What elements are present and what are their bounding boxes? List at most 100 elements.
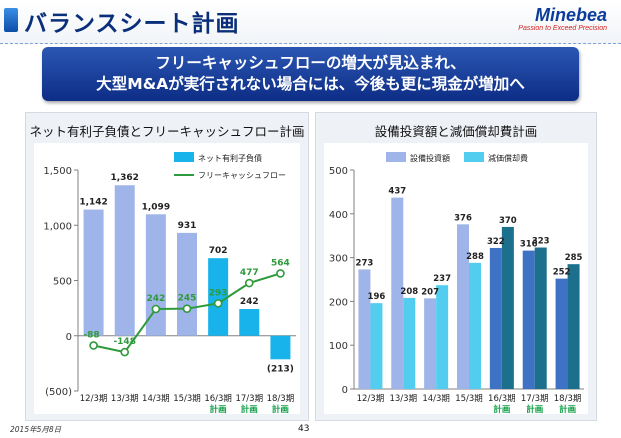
x-category-label: 13/3期 xyxy=(111,394,139,404)
x-plan-label: 計画 xyxy=(272,404,289,415)
capex-depr-panel: 設備投資額と減価償却費計画 0 100 200 300 400 500 273 196 12/3… xyxy=(315,112,597,421)
key-message-banner: フリーキャッシュフローの増大が見込まれ、 大型M&Aが実行されない場合には、今後… xyxy=(42,47,579,101)
page-number: 43 xyxy=(298,424,310,434)
capex-value-label: 322 xyxy=(487,237,505,247)
fcf-value-label: 293 xyxy=(209,288,228,298)
capex-value-label: 376 xyxy=(454,213,472,223)
depreciation-bar xyxy=(403,297,416,389)
capex-bar xyxy=(391,197,404,389)
debt-value-label: 1,099 xyxy=(142,202,170,212)
debt-value-label: 1,362 xyxy=(110,173,138,183)
x-category-label: 17/3期 xyxy=(235,394,263,404)
legend-fcf-label: フリーキャッシュフロー xyxy=(198,171,286,180)
debt-value-label: 931 xyxy=(178,221,197,231)
fcf-value-label: 242 xyxy=(146,294,165,304)
logo-tagline: Passion to Exceed Precision xyxy=(518,25,607,32)
depreciation-bar xyxy=(534,247,547,389)
legend-capex-label: 設備投資額 xyxy=(410,153,450,163)
fcf-value-label: 477 xyxy=(240,268,259,278)
legend-debt-label: ネット有利子負債 xyxy=(198,153,262,163)
capex-bar xyxy=(489,247,502,389)
fcf-value-label: -88 xyxy=(83,330,99,340)
fcf-point xyxy=(120,347,130,357)
y-tick-label: 0 xyxy=(66,332,72,343)
y-tick-label: 400 xyxy=(329,210,348,221)
depreciation-bar xyxy=(370,303,383,389)
banner-line-1: フリーキャッシュフローの増大が見込まれ、 xyxy=(155,54,466,72)
fcf-value-label: -148 xyxy=(113,337,136,347)
x-category-label: 12/3期 xyxy=(80,394,108,404)
x-category-label: 16/3期 xyxy=(488,394,516,404)
depreciation-value-label: 288 xyxy=(466,252,484,262)
presentation-date: 2015年5月8日 xyxy=(10,425,62,434)
fcf-point xyxy=(151,304,161,314)
fcf-value-label: 245 xyxy=(178,294,197,304)
y-tick-label: 0 xyxy=(342,385,348,396)
capex-depr-chart-title: 設備投資額と減価償却費計画 xyxy=(374,124,538,139)
capex-value-label: 252 xyxy=(553,268,571,278)
title-divider xyxy=(0,43,621,44)
x-category-label: 18/3期 xyxy=(267,394,295,404)
debt-bar xyxy=(177,232,197,336)
debt-fcf-chart: (500) 0 500 1,000 1,500 1,142 1,362 1,099 931 702… xyxy=(43,152,296,415)
fcf-point xyxy=(244,278,254,288)
x-category-label: 17/3期 xyxy=(521,394,549,404)
y-tick-label: 1,500 xyxy=(43,166,72,177)
debt-bar xyxy=(83,209,104,336)
page-title: バランスシート計画 xyxy=(24,11,240,37)
capex-value-label: 316 xyxy=(520,240,538,250)
fcf-point xyxy=(89,341,98,350)
x-category-label: 14/3期 xyxy=(142,394,170,404)
depreciation-bar xyxy=(469,262,481,389)
debt-fcf-panel: ネット有利子負債とフリーキャッシュフロー計画 (500) 0 500 1,000 1,5… xyxy=(25,112,309,421)
capex-depr-chart-area: 0 100 200 300 400 500 273 196 12/3期 437 208 13/3期 20… xyxy=(324,143,588,415)
fcf-point xyxy=(276,269,285,278)
debt-bar xyxy=(208,258,229,336)
x-category-label: 13/3期 xyxy=(389,394,417,404)
x-plan-label: 計画 xyxy=(559,404,576,415)
depreciation-value-label: 285 xyxy=(565,253,583,263)
y-tick-label: 500 xyxy=(329,166,348,177)
x-category-label: 15/3期 xyxy=(173,394,201,404)
debt-fcf-chart-title: ネット有利子負債とフリーキャッシュフロー計画 xyxy=(29,124,305,139)
legend-debt-swatch xyxy=(174,152,194,162)
fcf-point xyxy=(182,304,192,313)
capex-depr-chart: 0 100 200 300 400 500 273 196 12/3期 437 208 13/3期 20… xyxy=(329,152,584,415)
company-logo: Minebea Passion to Exceed Precision xyxy=(518,6,607,33)
depreciation-value-label: 208 xyxy=(400,287,418,297)
legend-depreciation-label: 減価償却費 xyxy=(488,153,528,163)
capex-bar xyxy=(358,269,371,389)
debt-fcf-chart-area: (500) 0 500 1,000 1,500 1,142 1,362 1,099 931 702… xyxy=(34,143,300,415)
x-category-label: 18/3期 xyxy=(554,394,582,404)
capex-bar xyxy=(522,250,535,389)
debt-value-label: 1,142 xyxy=(79,198,107,208)
depreciation-value-label: 237 xyxy=(433,274,451,284)
legend-depreciation-swatch xyxy=(464,152,484,162)
depreciation-value-label: 370 xyxy=(499,216,517,226)
capex-value-label: 437 xyxy=(388,187,406,197)
x-plan-label: 計画 xyxy=(210,404,227,415)
title-accent-mark xyxy=(4,8,18,32)
fcf-value-label: 564 xyxy=(271,258,290,268)
depreciation-bar xyxy=(501,226,514,389)
debt-bar xyxy=(114,185,135,336)
banner-line-2: 大型M&Aが実行されない場合には、今後も更に現金が増加へ xyxy=(96,75,525,93)
x-category-label: 15/3期 xyxy=(455,394,483,404)
logo-name: Minebea xyxy=(534,5,607,25)
y-tick-label: (500) xyxy=(45,387,72,398)
x-plan-label: 計画 xyxy=(493,404,510,415)
x-category-label: 16/3期 xyxy=(204,394,232,404)
debt-bar xyxy=(239,309,260,336)
y-tick-label: 1,000 xyxy=(43,221,72,232)
y-tick-label: 500 xyxy=(53,277,72,288)
capex-value-label: 207 xyxy=(421,287,439,297)
x-plan-label: 計画 xyxy=(241,404,258,415)
y-tick-label: 200 xyxy=(329,297,348,308)
capex-value-label: 273 xyxy=(356,258,374,268)
capex-bar xyxy=(457,224,469,389)
depreciation-value-label: 323 xyxy=(532,237,550,247)
legend-capex-swatch xyxy=(386,152,406,162)
capex-bar xyxy=(555,278,568,389)
debt-value-label: (213) xyxy=(267,364,294,374)
y-tick-label: 100 xyxy=(329,341,348,352)
